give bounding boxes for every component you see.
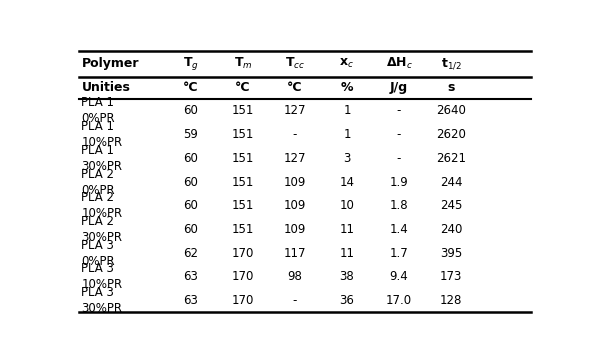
Text: PLA 3
0%PR: PLA 3 0%PR xyxy=(81,239,115,268)
Text: °C: °C xyxy=(183,81,199,95)
Text: PLA 1
10%PR: PLA 1 10%PR xyxy=(81,120,123,149)
Text: 117: 117 xyxy=(283,247,306,259)
Text: 109: 109 xyxy=(283,223,306,236)
Text: -: - xyxy=(397,128,401,141)
Text: -: - xyxy=(397,152,401,165)
Text: 38: 38 xyxy=(340,270,354,283)
Text: 11: 11 xyxy=(339,247,355,259)
Text: 3: 3 xyxy=(343,152,350,165)
Text: -: - xyxy=(293,128,297,141)
Text: 244: 244 xyxy=(440,176,463,188)
Text: 1.9: 1.9 xyxy=(390,176,409,188)
Text: 14: 14 xyxy=(339,176,355,188)
Text: 127: 127 xyxy=(283,104,306,118)
Text: 17.0: 17.0 xyxy=(386,294,412,307)
Text: T$_{cc}$: T$_{cc}$ xyxy=(285,56,305,71)
Text: 151: 151 xyxy=(232,152,254,165)
Text: 11: 11 xyxy=(339,223,355,236)
Text: PLA 2
0%PR: PLA 2 0%PR xyxy=(81,167,115,196)
Text: 245: 245 xyxy=(440,199,462,212)
Text: PLA 1
0%PR: PLA 1 0%PR xyxy=(81,96,115,125)
Text: PLA 1
30%PR: PLA 1 30%PR xyxy=(81,144,123,173)
Text: 63: 63 xyxy=(183,294,198,307)
Text: °C: °C xyxy=(287,81,302,95)
Text: 395: 395 xyxy=(440,247,462,259)
Text: 109: 109 xyxy=(283,176,306,188)
Text: 1.7: 1.7 xyxy=(390,247,409,259)
Text: 1: 1 xyxy=(343,128,350,141)
Text: 173: 173 xyxy=(440,270,462,283)
Text: 59: 59 xyxy=(183,128,198,141)
Text: 151: 151 xyxy=(232,223,254,236)
Text: 170: 170 xyxy=(232,270,254,283)
Text: PLA 3
30%PR: PLA 3 30%PR xyxy=(81,286,123,315)
Text: 60: 60 xyxy=(183,176,198,188)
Text: T$_{m}$: T$_{m}$ xyxy=(234,56,252,71)
Text: 2640: 2640 xyxy=(436,104,466,118)
Text: 1: 1 xyxy=(343,104,350,118)
Text: 60: 60 xyxy=(183,199,198,212)
Text: 127: 127 xyxy=(283,152,306,165)
Text: J/g: J/g xyxy=(390,81,408,95)
Text: 60: 60 xyxy=(183,104,198,118)
Text: 2621: 2621 xyxy=(436,152,466,165)
Text: 10: 10 xyxy=(340,199,355,212)
Text: 9.4: 9.4 xyxy=(390,270,409,283)
Text: s: s xyxy=(447,81,455,95)
Text: 128: 128 xyxy=(440,294,462,307)
Text: 36: 36 xyxy=(340,294,355,307)
Text: Unities: Unities xyxy=(81,81,130,95)
Text: 63: 63 xyxy=(183,270,198,283)
Text: -: - xyxy=(293,294,297,307)
Text: 151: 151 xyxy=(232,176,254,188)
Text: 60: 60 xyxy=(183,223,198,236)
Text: 151: 151 xyxy=(232,104,254,118)
Text: -: - xyxy=(397,104,401,118)
Text: %: % xyxy=(341,81,353,95)
Text: 151: 151 xyxy=(232,199,254,212)
Text: 60: 60 xyxy=(183,152,198,165)
Text: 170: 170 xyxy=(232,294,254,307)
Text: PLA 2
10%PR: PLA 2 10%PR xyxy=(81,191,123,220)
Text: 170: 170 xyxy=(232,247,254,259)
Text: 151: 151 xyxy=(232,128,254,141)
Text: 98: 98 xyxy=(288,270,302,283)
Text: 2620: 2620 xyxy=(436,128,466,141)
Text: 240: 240 xyxy=(440,223,462,236)
Text: 109: 109 xyxy=(283,199,306,212)
Text: 1.8: 1.8 xyxy=(390,199,409,212)
Text: PLA 2
30%PR: PLA 2 30%PR xyxy=(81,215,123,244)
Text: °C: °C xyxy=(235,81,251,95)
Text: T$_{g}$: T$_{g}$ xyxy=(183,55,199,72)
Text: Polymer: Polymer xyxy=(81,57,139,70)
Text: 62: 62 xyxy=(183,247,198,259)
Text: x$_{c}$: x$_{c}$ xyxy=(340,57,355,70)
Text: ΔH$_{c}$: ΔH$_{c}$ xyxy=(385,56,413,71)
Text: t$_{1/2}$: t$_{1/2}$ xyxy=(441,56,461,71)
Text: 1.4: 1.4 xyxy=(390,223,409,236)
Text: PLA 3
10%PR: PLA 3 10%PR xyxy=(81,262,123,291)
